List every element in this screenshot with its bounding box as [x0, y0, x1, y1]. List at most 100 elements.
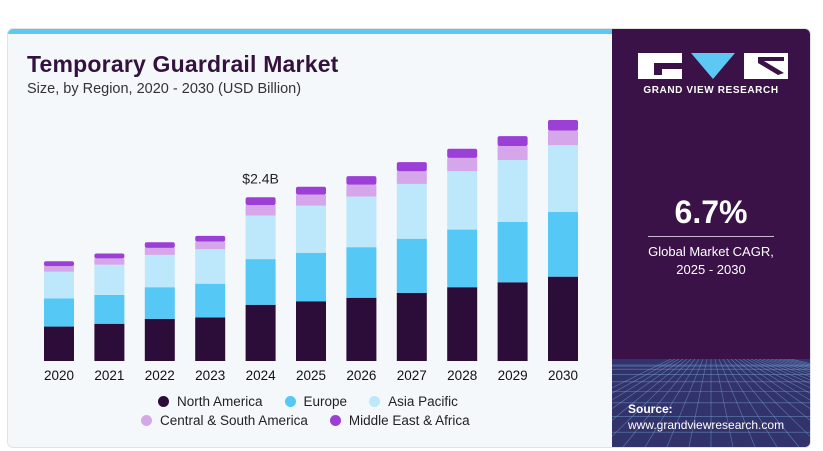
source-label: Source:: [628, 402, 673, 416]
bar-segment-2022-central-south-america: [144, 247, 175, 255]
legend-item-north-america: North America: [158, 394, 263, 409]
bar-segment-2029-middle-east-africa: [497, 136, 528, 146]
bar-segment-2030-middle-east-africa: [548, 119, 578, 131]
cagr-label: Global Market CAGR, 2025 - 2030: [612, 243, 810, 279]
bar-segment-2025-europe: [296, 252, 326, 302]
bar-segment-2024-middle-east-africa: [245, 197, 276, 205]
legend-label: Central & South America: [160, 413, 308, 428]
legend-row: Central & South America Middle East & Afr…: [141, 413, 492, 428]
decorative-grid: [612, 359, 810, 447]
legend-item-middle-east-africa: Middle East & Africa: [329, 413, 470, 428]
bar-segment-2028-north-america: [447, 287, 478, 361]
bar-segment-2022-europe: [144, 287, 175, 319]
bar-segment-2023-asia-pacific: [195, 249, 226, 284]
bar-segment-2023-north-america: [195, 317, 226, 361]
bar-segment-2029-asia-pacific: [497, 160, 528, 222]
bar-segment-2026-asia-pacific: [346, 196, 377, 248]
bar-segment-2030-central-south-america: [548, 130, 578, 146]
bar-segment-2020-asia-pacific: [44, 271, 74, 299]
bar-segment-2022-north-america: [144, 318, 175, 361]
bar-segment-2026-central-south-america: [346, 184, 377, 197]
cagr-divider: [648, 236, 774, 237]
bar-segment-2028-europe: [447, 229, 478, 288]
bar-segment-2020-middle-east-africa: [44, 261, 74, 267]
bar-segment-2023-middle-east-africa: [195, 235, 226, 242]
legend-item-asia-pacific: Asia Pacific: [369, 394, 458, 409]
bar-segment-2026-north-america: [346, 297, 377, 361]
bar-segment-2027-asia-pacific: [396, 183, 427, 239]
x-tick-label: 2028: [447, 368, 477, 383]
bar-segment-2025-asia-pacific: [296, 205, 326, 253]
bar-segment-2030-asia-pacific: [548, 145, 578, 213]
bar-segment-2021-asia-pacific: [94, 264, 125, 295]
legend-label: Middle East & Africa: [348, 413, 470, 428]
chart-panel: Temporary Guardrail Market Size, by Regi…: [8, 34, 612, 447]
bar-segment-2027-central-south-america: [396, 171, 427, 184]
accent-bar: [8, 29, 612, 34]
bar-segment-2029-central-south-america: [497, 145, 528, 161]
bar-segment-2023-europe: [195, 283, 226, 318]
infographic-card: Temporary Guardrail Market Size, by Regi…: [7, 28, 811, 448]
bar-segment-2027-europe: [396, 238, 427, 293]
legend-label: North America: [177, 394, 263, 409]
stacked-bar-chart: 2020 2021 2022 2023 2024 $2.4B 2025 2026 2027 202…: [44, 119, 578, 383]
bar-segment-2024-asia-pacific: [245, 215, 276, 260]
x-tick-label: 2029: [498, 368, 528, 383]
bar-segment-2025-north-america: [296, 301, 326, 361]
bar-segment-2021-north-america: [94, 323, 125, 361]
legend-swatch: [141, 415, 152, 426]
bar-segment-2029-europe: [497, 221, 528, 283]
x-tick-label: 2023: [195, 368, 225, 383]
bar-segment-2022-middle-east-africa: [144, 242, 175, 248]
legend-row: North America Europe Asia Pacific: [158, 394, 480, 409]
bar-segment-2021-central-south-america: [94, 258, 125, 265]
bar-segment-2027-north-america: [396, 292, 427, 361]
cagr-label-line1: Global Market CAGR,: [648, 244, 774, 259]
bar-segment-2023-central-south-america: [195, 241, 226, 250]
x-tick-label: 2022: [145, 368, 175, 383]
bar-segment-2024-europe: [245, 259, 276, 305]
legend-swatch: [158, 396, 169, 407]
x-tick-label: 2020: [44, 368, 74, 383]
legend-swatch: [284, 396, 296, 407]
bar-segment-2028-asia-pacific: [447, 171, 478, 230]
bar-segment-2026-europe: [346, 247, 377, 298]
bar-segment-2028-central-south-america: [447, 157, 478, 172]
x-tick-label: 2030: [548, 368, 578, 383]
x-tick-label: 2024: [246, 368, 277, 383]
bar-segment-2028-middle-east-africa: [447, 148, 478, 158]
legend-swatch: [329, 415, 341, 426]
bar-segment-2025-middle-east-africa: [296, 186, 326, 195]
chart-title: Temporary Guardrail Market: [27, 51, 339, 77]
legend-swatch: [369, 396, 381, 407]
source-url[interactable]: www.grandviewresearch.com: [628, 418, 785, 432]
bar-segment-2029-north-america: [497, 282, 528, 361]
x-tick-label: 2025: [296, 368, 326, 383]
cagr-value: 6.7%: [674, 194, 748, 230]
bar-segment-2025-central-south-america: [296, 194, 326, 206]
data-label-2024: $2.4B: [242, 170, 279, 186]
bar-segment-2024-central-south-america: [245, 204, 276, 216]
bar-segment-2021-middle-east-africa: [94, 253, 125, 259]
bar-segment-2021-europe: [94, 294, 125, 324]
bar-segment-2027-middle-east-africa: [396, 162, 427, 172]
x-tick-label: 2021: [94, 368, 124, 383]
bar-segment-2030-north-america: [548, 276, 578, 361]
x-tick-label: 2026: [346, 368, 376, 383]
chart-subtitle: Size, by Region, 2020 - 2030 (USD Billio…: [27, 81, 302, 97]
bar-segment-2022-asia-pacific: [144, 254, 175, 288]
cagr-label-line2: 2025 - 2030: [676, 262, 746, 277]
grand-view-research-logo: [638, 53, 788, 79]
brand-panel: GRAND VIEW RESEARCH 6.7% Global Market C…: [612, 29, 810, 447]
legend-label: Europe: [303, 394, 348, 409]
legend-label: Asia Pacific: [388, 394, 458, 409]
legend-item-europe: Europe: [284, 394, 348, 409]
bar-segment-2030-europe: [548, 212, 578, 277]
bar-segment-2020-europe: [44, 298, 74, 327]
brand-name: GRAND VIEW RESEARCH: [643, 85, 779, 96]
bar-segment-2020-central-south-america: [44, 266, 74, 272]
legend-item-central-south-america: Central & South America: [141, 413, 308, 428]
bar-segment-2020-north-america: [44, 326, 74, 361]
x-tick-label: 2027: [397, 368, 427, 383]
bar-segment-2026-middle-east-africa: [346, 176, 377, 185]
